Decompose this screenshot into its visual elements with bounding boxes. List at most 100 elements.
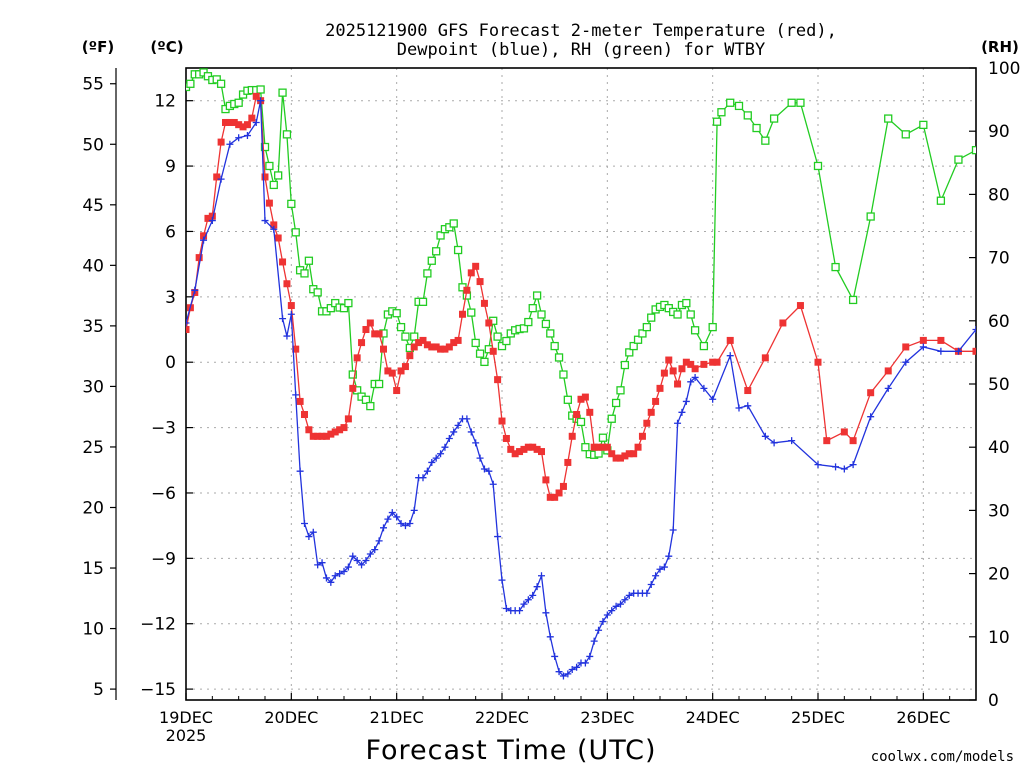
rh-point <box>300 269 309 278</box>
temperature-point <box>867 389 875 397</box>
dewpoint-point <box>366 550 374 558</box>
dewpoint-point <box>384 515 392 523</box>
dewpoint-point <box>283 332 291 340</box>
rh-point <box>642 322 651 332</box>
rh-point <box>581 443 590 452</box>
dewpoint-point <box>226 140 234 148</box>
dewpoint-point <box>546 633 554 641</box>
x-tick-label: 19DEC <box>159 708 213 727</box>
dewpoint-point <box>200 236 208 244</box>
dewpoint-point <box>849 461 857 469</box>
temperature-point <box>551 493 559 501</box>
rh-point <box>699 341 709 351</box>
rh-point <box>344 298 353 308</box>
rh-point <box>954 155 963 164</box>
temperature-point <box>533 445 541 453</box>
temperature-point <box>226 118 234 126</box>
temperature-point <box>485 319 493 327</box>
rh-point <box>313 288 322 297</box>
dewpoint-point <box>292 391 300 399</box>
temperature-point <box>296 397 304 405</box>
dewpoint-point <box>595 626 603 634</box>
dewpoint-point <box>327 578 335 586</box>
temperature-point <box>577 395 585 403</box>
dewpoint-point <box>884 384 892 392</box>
temperature-point <box>463 286 471 294</box>
watermark: coolwx.com/models <box>871 749 1014 765</box>
rh-point <box>339 304 349 313</box>
temperature-point <box>362 326 370 334</box>
dewpoint-point <box>788 437 796 445</box>
temperature-point <box>840 428 848 436</box>
dewpoint-point <box>1008 217 1015 224</box>
rh-point <box>611 398 621 408</box>
temperature-point <box>279 258 287 266</box>
temperature-point <box>489 347 497 355</box>
dewpoint-point <box>437 450 445 458</box>
dewpoint-point <box>603 611 611 619</box>
rh-point <box>331 298 340 308</box>
dewpoint-point <box>318 559 326 567</box>
temperature-point <box>309 432 317 440</box>
rh-point <box>374 379 384 389</box>
temperature-point <box>318 432 326 440</box>
dewpoint-point <box>735 404 743 412</box>
dewpoint-point <box>331 572 339 580</box>
temperature-point <box>678 365 686 373</box>
dewpoint-point <box>301 519 308 527</box>
rh-point <box>392 309 401 318</box>
rh-point <box>427 256 436 265</box>
f-tick-label: 10 <box>82 620 104 640</box>
temperature-point <box>568 432 576 440</box>
temperature-point <box>406 352 414 360</box>
dewpoint-point <box>972 326 976 334</box>
temperature-point <box>555 489 563 497</box>
temperature-point <box>292 345 300 353</box>
rh-point <box>436 231 445 240</box>
temperature-point <box>314 432 322 440</box>
series-dewpoint <box>186 97 1015 680</box>
temperature-point <box>423 341 431 349</box>
temperature-point <box>265 199 273 207</box>
temperature-point <box>849 437 857 445</box>
temperature-point <box>581 393 589 401</box>
temperature-point <box>441 345 449 353</box>
dewpoint-point <box>375 537 383 545</box>
x-tick-label: 23DEC <box>580 708 634 727</box>
dewpoint-point <box>397 519 405 527</box>
chart-title-line1: 2025121900 GFS Forecast 2-meter Temperat… <box>325 21 837 41</box>
dewpoint-point <box>208 217 216 225</box>
temperature-point <box>239 123 247 131</box>
f-tick-label: 55 <box>82 75 104 95</box>
rh-point <box>528 304 537 313</box>
dewpoint-point <box>191 286 199 294</box>
celsius-unit-label: (ºC) <box>150 38 183 56</box>
rh-point <box>361 395 371 404</box>
temperature-point <box>243 121 251 129</box>
c-tick-label: 12 <box>154 92 176 112</box>
rh-point <box>769 114 779 123</box>
dewpoint-point <box>186 319 190 327</box>
c-tick-label: 9 <box>165 157 176 177</box>
temperature-point <box>638 432 646 440</box>
rh-point <box>278 88 287 97</box>
temperature-point <box>393 387 401 395</box>
temperature-point <box>643 419 651 427</box>
f-tick-label: 5 <box>93 680 104 700</box>
f-tick-label: 50 <box>82 135 104 155</box>
rh-point <box>348 370 357 379</box>
dewpoint-point <box>590 637 598 645</box>
rh-point <box>629 341 638 351</box>
rh-tick-label: 20 <box>988 565 1010 585</box>
dewpoint-point <box>919 343 927 351</box>
rh-point <box>919 120 928 130</box>
temperature-point <box>454 336 462 344</box>
rh-point <box>467 308 476 317</box>
rh-point <box>901 130 910 139</box>
rh-point <box>787 98 796 107</box>
rh-point <box>936 196 946 205</box>
dewpoint-point <box>480 465 488 473</box>
temperature-point <box>305 426 313 434</box>
dewpoint-point <box>217 175 225 183</box>
temperature-point <box>476 278 484 286</box>
